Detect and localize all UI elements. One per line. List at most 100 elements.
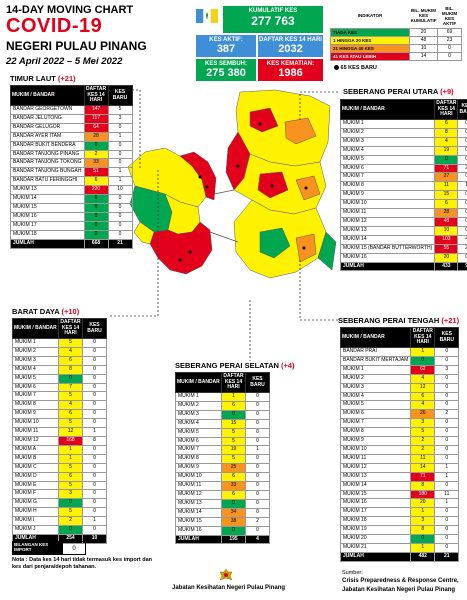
sembuh-box: KES SEMBUH: 275 380 bbox=[196, 59, 256, 81]
kes-baru-cell: 0 bbox=[457, 127, 467, 138]
penang-map bbox=[110, 82, 350, 322]
chart-title-line1: 14-DAY MOVING CHART bbox=[6, 4, 134, 16]
seberang-utara-count: (+9) bbox=[440, 87, 454, 96]
table-row: MUKIM 17 1 0 bbox=[339, 507, 460, 518]
kes-baru-cell: 0 bbox=[457, 199, 467, 210]
kumulatif-label: KUMULATIF KES bbox=[248, 8, 298, 14]
table-row: MUKIM 8111 bbox=[339, 181, 467, 192]
th-mukim: MUKIM / BANDAR bbox=[339, 327, 412, 348]
map-mainland-south-orange bbox=[295, 233, 317, 263]
kes-baru-cell: 0 bbox=[457, 225, 467, 236]
th-daftar: DAFTAR KES 14 HARI bbox=[434, 99, 459, 120]
seberang-selatan-count: (+4) bbox=[281, 361, 295, 370]
kematian-box: KES KEMATIAN: 1986 bbox=[258, 59, 323, 81]
table-row: BANDAR BUKIT BENDERA 0 0 bbox=[10, 140, 133, 151]
table-row: MUKIM 13 0 0 bbox=[175, 498, 270, 509]
import-label: BILANGAN KES IMPORT bbox=[12, 541, 62, 555]
seberang-selatan-table: MUKIM / BANDAR DAFTAR KES 14 HARI KES BA… bbox=[175, 372, 270, 545]
kes-baru-cell: 0 bbox=[457, 216, 467, 227]
total-baru: 21 bbox=[107, 238, 133, 249]
mukim-name: MUKIM 21 bbox=[339, 542, 412, 553]
total-row: JUMLAH4339 bbox=[339, 261, 467, 272]
sembuh-value: 275 380 bbox=[206, 67, 246, 79]
table-row: MUKIM 15 38 2 bbox=[175, 516, 270, 527]
timur-laut-name: TIMUR LAUT bbox=[10, 74, 56, 83]
aktif-value: 387 bbox=[216, 43, 236, 55]
aktif-box: KES AKTIF: 387 bbox=[196, 35, 256, 57]
legend-header-aktif: BIL. MUKIM KES AKTIF bbox=[437, 6, 462, 29]
barat-daya-count: (+10) bbox=[61, 307, 80, 316]
kes-baru-cell: 2 bbox=[457, 243, 467, 254]
total-baru: 9 bbox=[457, 261, 467, 272]
table-row: MUKIM 6712 bbox=[339, 163, 467, 174]
kumulatif-box: KUMULATIF KES 277 763 bbox=[223, 6, 323, 33]
table-row: MUKIM 141034 bbox=[339, 234, 467, 245]
table-row: BANDAR TANJONG PINANG 2 0 bbox=[10, 149, 133, 160]
seberang-selatan-name: SEBERANG PERAI SELATAN bbox=[175, 361, 279, 370]
table-row: MUKIM 20 0 0 bbox=[339, 534, 460, 544]
th-baru: KES BARU bbox=[107, 85, 133, 106]
th-mukim: MUKIM / BANDAR bbox=[12, 318, 59, 339]
mukim-name: MUKIM 17 bbox=[339, 507, 412, 518]
legend-header-indikator: INDIKATOR bbox=[330, 6, 410, 29]
barat-daya-table: MUKIM / BANDAR DAFTAR KES 14 HARI KES BA… bbox=[12, 318, 107, 544]
kes-baru-cell: 0 bbox=[82, 507, 107, 518]
mukim-name: MUKIM 20 bbox=[339, 534, 412, 544]
kes-baru-cell: 0 bbox=[434, 507, 460, 518]
kes-baru-cell: 1 bbox=[107, 131, 133, 142]
table-row: MUKIM 15 0 0 bbox=[10, 202, 133, 213]
footer-source-2: Jabatan Kesihatan Negeri Pulau Pinang bbox=[342, 587, 456, 593]
total-row: JUMLAH 195 4 bbox=[175, 534, 270, 545]
th-baru: KES BARU bbox=[434, 327, 460, 348]
table-row: MUKIM 13100 bbox=[339, 225, 467, 236]
footer-department: Jabatan Kesihatan Negeri Pulau Pinang bbox=[172, 585, 286, 591]
total-baru: 21 bbox=[434, 551, 460, 562]
kes-baru-cell: 0 bbox=[457, 172, 467, 183]
kes-baru-cell: 0 bbox=[434, 516, 460, 527]
map-mainland-central-orange bbox=[295, 175, 321, 201]
seberang-utara-title: SEBERANG PERAI UTARA (+9) bbox=[343, 87, 454, 96]
table-row: MUKIM 13 220 10 bbox=[10, 185, 133, 196]
kes-baru-cell: 0 bbox=[107, 122, 133, 133]
kes-baru-legend: 65 KES BARU bbox=[334, 65, 462, 71]
table-row: MUKIM 15 (BANDAR BUTTERWORTH)552 bbox=[339, 243, 467, 254]
table-row: MUKIM 10 2 0 bbox=[339, 444, 460, 455]
legend-indicator: 41 KES ATAU LEBIH bbox=[329, 51, 411, 61]
map-island-sw bbox=[133, 221, 155, 245]
mukim-name: MUKIM 18 bbox=[339, 516, 412, 527]
timur-laut-count: (+21) bbox=[57, 74, 76, 83]
kes-baru-cell: 1 bbox=[457, 181, 467, 192]
kes-baru-cell: 1 bbox=[107, 167, 133, 178]
kes-baru-cell: 0 bbox=[434, 542, 460, 553]
table-row: MUKIM 4190 bbox=[339, 145, 467, 156]
table-row: MUKIM 11280 bbox=[339, 208, 467, 218]
table-row: MUKIM 16 0 0 bbox=[10, 211, 133, 222]
table-row: BANDAR TANJONG TOKONG 33 0 bbox=[10, 158, 133, 169]
kes-baru-cell: 0 bbox=[457, 190, 467, 201]
map-mainland-green-east bbox=[317, 231, 337, 271]
footer-source-label: Sumber: bbox=[342, 570, 363, 576]
total-baru: 10 bbox=[82, 533, 107, 544]
footer-source-1: Crisis Preparedness & Response Centre, bbox=[342, 578, 459, 584]
kes-baru-cell: 2 bbox=[245, 516, 270, 527]
legend-header-kumulatif: BIL. MUKIM KES KUMULATIF bbox=[409, 6, 438, 29]
seberang-tengah-count: (+21) bbox=[441, 316, 460, 325]
table-row: MUKIM 17 0 0 bbox=[10, 220, 133, 231]
kes-baru-cell: 0 bbox=[245, 507, 270, 518]
kes-baru-cell: 0 bbox=[457, 136, 467, 147]
daftar-box: DAFTAR KES 14 HARI 2032 bbox=[258, 35, 323, 57]
th-baru: KES BARU bbox=[245, 372, 270, 393]
daftar-value: 2032 bbox=[278, 43, 303, 55]
kes-baru-cell: 0 bbox=[107, 194, 133, 204]
table-row: MUKIM 500 bbox=[339, 154, 467, 165]
table-row: BANDAR AYER ITAM 28 1 bbox=[10, 131, 133, 142]
total-baru: 4 bbox=[245, 534, 270, 545]
kes-baru-cell: 2 bbox=[457, 163, 467, 174]
daftar-label: DAFTAR KES 14 HARI bbox=[259, 37, 322, 43]
